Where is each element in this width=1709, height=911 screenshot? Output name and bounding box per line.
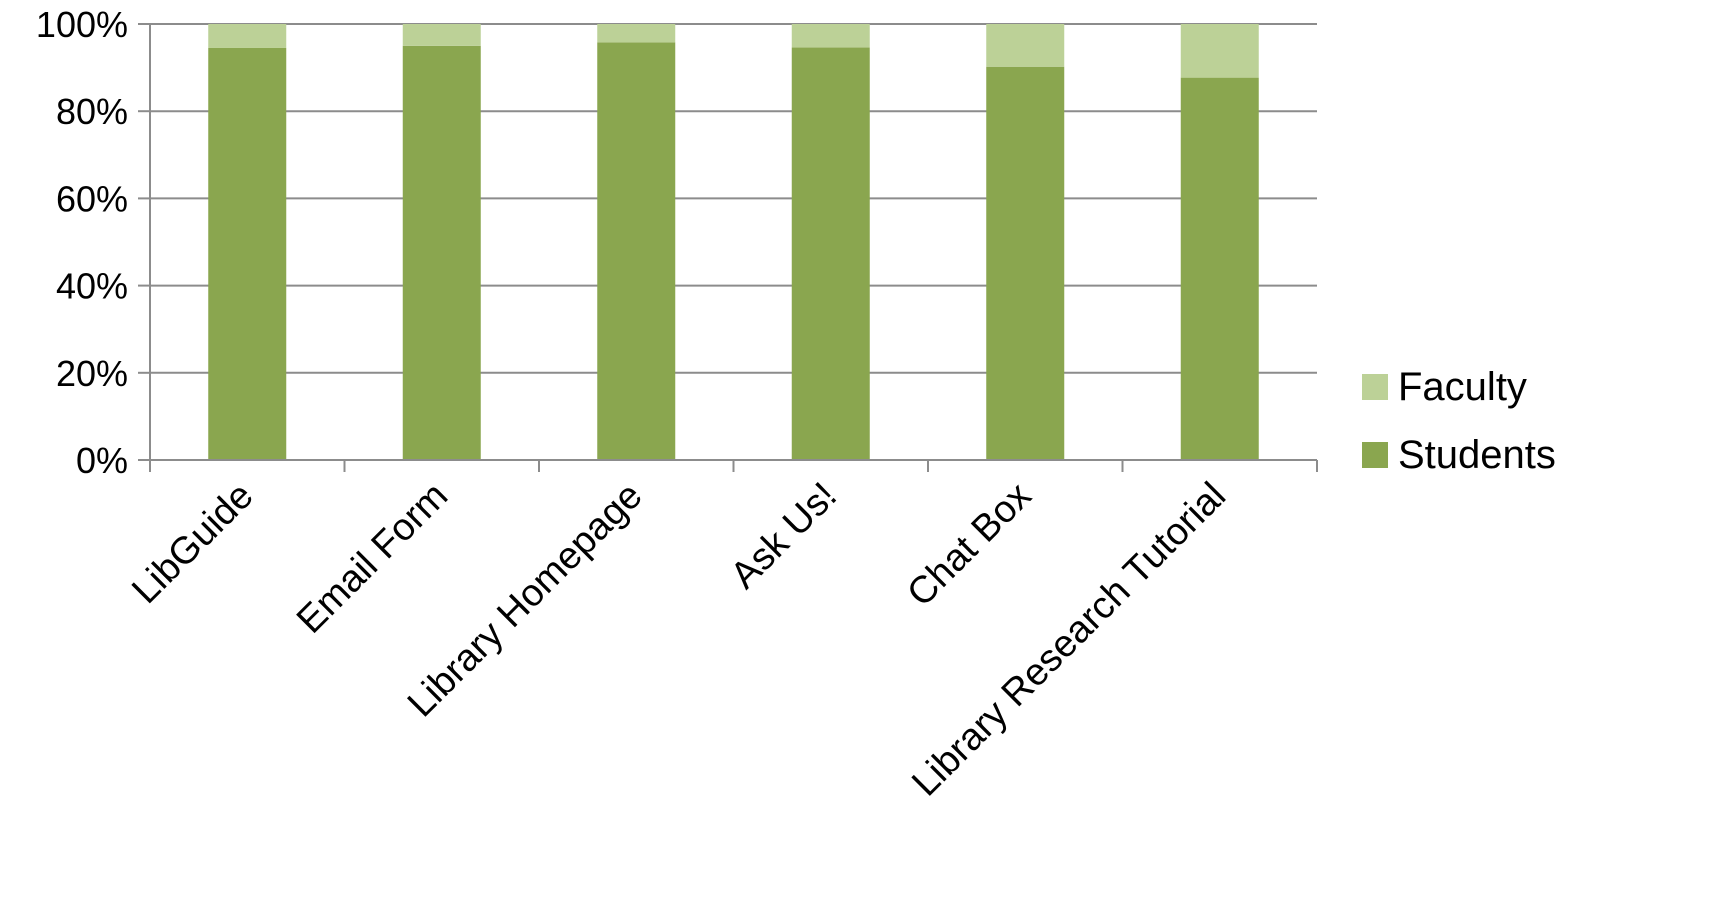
y-tick-label: 0% <box>76 440 128 481</box>
y-tick-label: 60% <box>56 178 128 219</box>
x-category-label: LibGuide <box>124 475 261 612</box>
bar-faculty-0 <box>208 24 287 48</box>
bar-faculty-3 <box>791 24 870 48</box>
bar-students-2 <box>597 42 676 460</box>
bar-students-5 <box>1180 77 1259 461</box>
legend: Faculty Students <box>1362 365 1556 477</box>
bar-students-0 <box>208 47 287 460</box>
y-axis-tick-labels: 0% 20% 40% 60% 80% 100% <box>36 4 128 481</box>
legend-swatch-students <box>1362 442 1388 468</box>
bar-faculty-2 <box>597 24 676 43</box>
bar-faculty-5 <box>1180 24 1259 78</box>
x-category-label: Email Form <box>289 475 456 642</box>
bar-students-1 <box>402 45 481 461</box>
legend-swatch-faculty <box>1362 374 1388 400</box>
x-category-label: Ask Us! <box>723 475 845 597</box>
y-tick-label: 100% <box>36 4 128 45</box>
bars <box>208 24 1259 461</box>
gridlines <box>150 23 1317 374</box>
x-category-label: Library Research Tutorial <box>904 475 1234 805</box>
bar-faculty-4 <box>986 24 1065 67</box>
legend-label-students: Students <box>1398 433 1556 477</box>
x-category-label: Chat Box <box>899 475 1039 615</box>
bar-faculty-1 <box>402 24 481 46</box>
axes <box>138 23 1318 472</box>
legend-label-faculty: Faculty <box>1398 365 1527 409</box>
bar-students-3 <box>791 47 870 460</box>
y-tick-label: 80% <box>56 91 128 132</box>
y-tick-label: 20% <box>56 353 128 394</box>
bar-students-4 <box>986 66 1065 460</box>
y-tick-label: 40% <box>56 266 128 307</box>
